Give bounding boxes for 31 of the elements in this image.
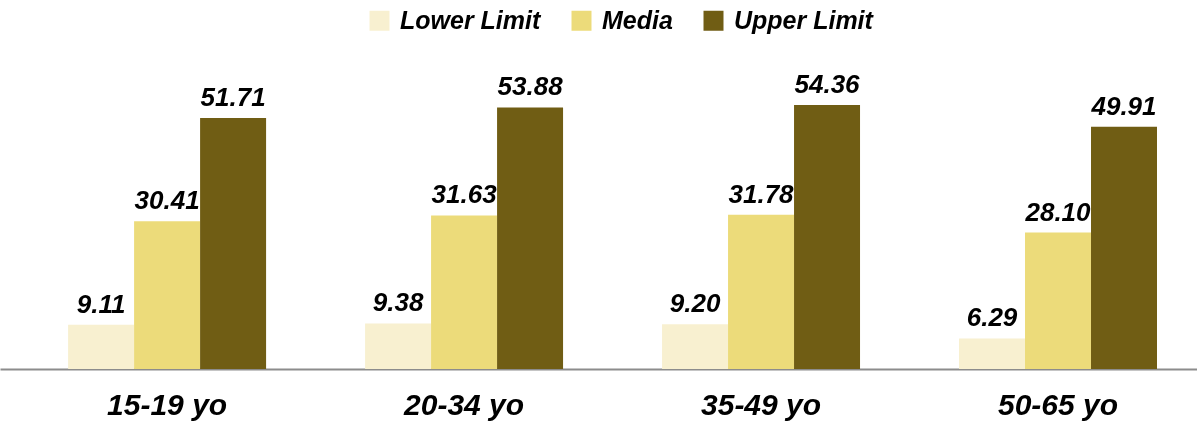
data-label: 31.63: [431, 179, 498, 210]
legend-label: Lower Limit: [400, 5, 542, 34]
data-label: 9.38: [372, 287, 424, 318]
legend-label: Media: [602, 5, 673, 34]
data-label: 54.36: [794, 69, 861, 100]
bar: [662, 324, 729, 369]
bar: [1091, 126, 1157, 369]
data-label: 49.91: [1090, 90, 1157, 121]
data-label: 9.20: [669, 288, 721, 319]
bar: [497, 107, 564, 369]
data-label: 6.29: [966, 302, 1018, 333]
x-tick-label: 20-34 yo: [403, 387, 525, 421]
bar: [365, 323, 432, 369]
bar: [431, 215, 498, 369]
x-tick-label: 15-19 yo: [107, 387, 228, 421]
bar: [200, 117, 267, 369]
bar: [68, 324, 135, 369]
bar: [728, 214, 795, 369]
data-label: 9.11: [76, 288, 126, 319]
bar: [134, 221, 201, 369]
bar: [794, 105, 861, 369]
bar: [1025, 232, 1092, 369]
bar: [959, 338, 1026, 369]
data-label: 30.41: [134, 185, 200, 216]
legend-label: Upper Limit: [734, 5, 875, 34]
x-tick-label: 50-65 yo: [997, 387, 1119, 421]
data-label: 51.71: [200, 81, 266, 112]
x-tick-label: 35-49 yo: [701, 387, 822, 421]
data-label: 28.10: [1024, 196, 1092, 227]
data-label: 31.78: [728, 178, 795, 209]
data-label: 53.88: [497, 71, 564, 102]
